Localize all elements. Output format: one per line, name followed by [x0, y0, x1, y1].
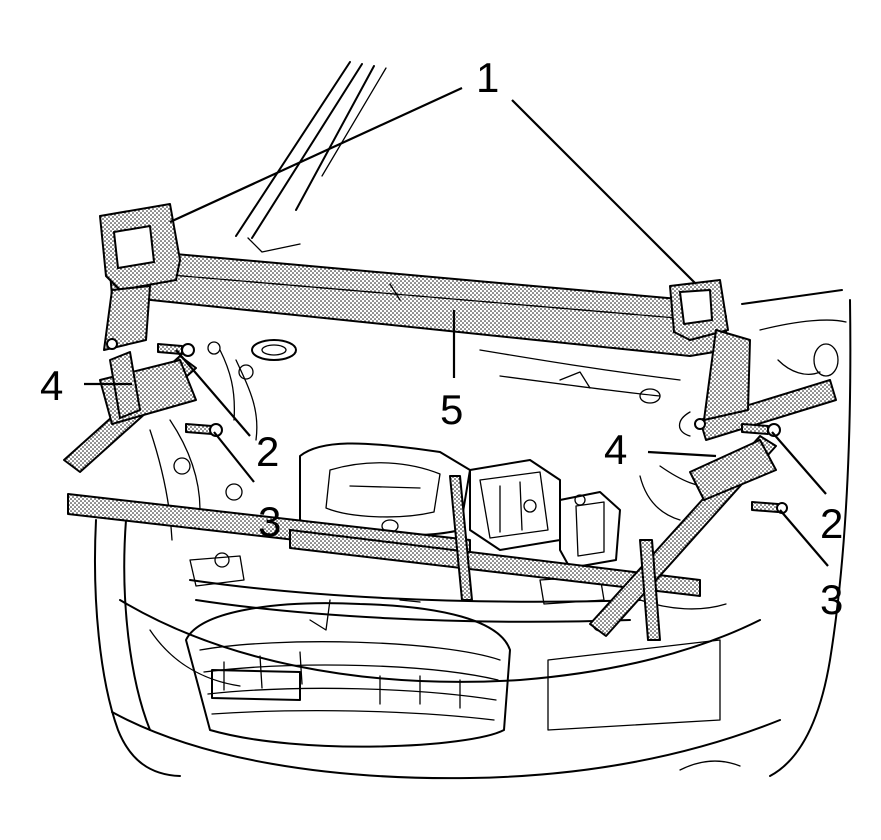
vehicle-body	[94, 61, 852, 780]
engine-bay-components	[149, 339, 721, 632]
front-grille	[185, 602, 511, 748]
callout-3-right: 3	[820, 576, 843, 623]
callout-3-left: 3	[258, 498, 281, 545]
leader-2-right	[771, 431, 827, 495]
bolt-3-left	[185, 423, 223, 437]
callout-labels: 1 5 4 2 3 4 2 3	[40, 54, 843, 623]
callout-5: 5	[440, 386, 463, 433]
upper-support-bar	[99, 203, 751, 430]
leader-2-left	[175, 349, 251, 437]
lower-support-fixture	[63, 351, 837, 641]
raised-hood	[235, 61, 387, 253]
leader-1-right	[511, 99, 697, 285]
callout-2-right: 2	[820, 500, 843, 547]
callout-1: 1	[476, 54, 499, 101]
leader-1-left	[169, 87, 463, 223]
leader-3-right	[779, 509, 829, 567]
leader-lines	[84, 87, 829, 567]
leader-4-right	[647, 450, 717, 458]
bolt-2-right	[741, 423, 781, 437]
engine-cover	[299, 442, 471, 537]
leader-3-left	[213, 431, 255, 483]
callout-4-right: 4	[604, 426, 627, 473]
callout-2-left: 2	[256, 428, 279, 475]
callout-4-left: 4	[40, 362, 63, 409]
